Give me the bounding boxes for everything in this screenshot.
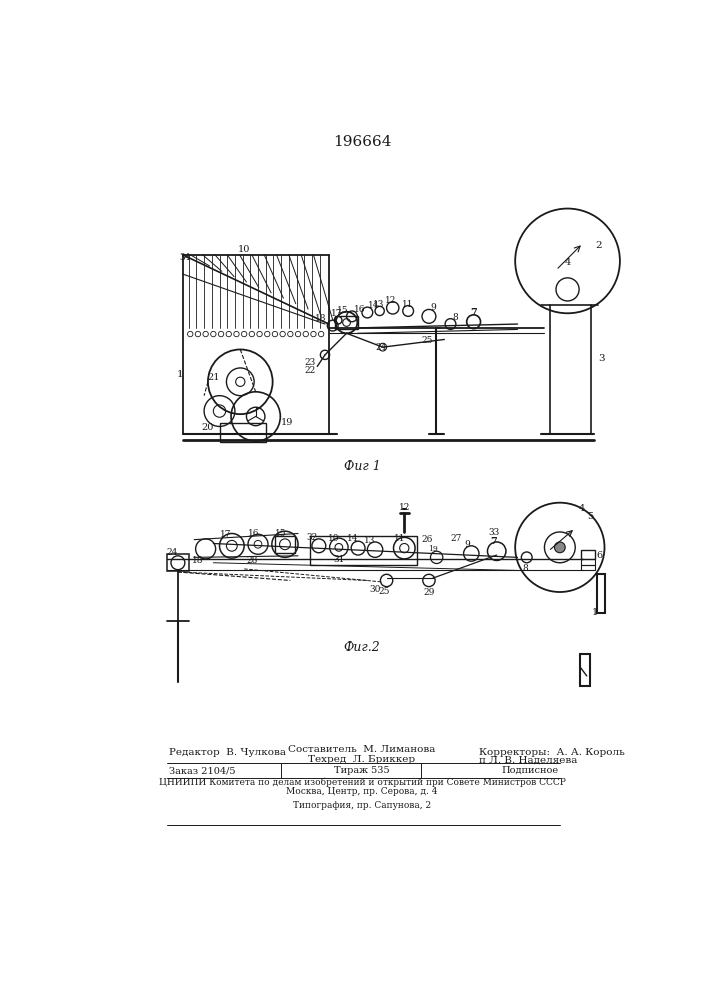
Text: 2: 2 (595, 241, 602, 250)
Text: 24: 24 (375, 343, 387, 352)
Text: 21: 21 (207, 373, 220, 382)
Text: 8: 8 (522, 564, 528, 573)
Text: Подписное: Подписное (501, 766, 559, 775)
Text: 24: 24 (167, 548, 178, 557)
Text: 12: 12 (385, 296, 396, 305)
Text: 11: 11 (402, 300, 413, 309)
Text: 13: 13 (373, 300, 385, 309)
Text: 34: 34 (180, 253, 191, 262)
Text: 25: 25 (421, 336, 433, 345)
Text: 5: 5 (587, 512, 593, 521)
Text: 31: 31 (333, 555, 344, 564)
Text: 17: 17 (331, 309, 342, 318)
Text: 23: 23 (305, 358, 316, 367)
Text: 1: 1 (592, 608, 598, 617)
Bar (167, 554, 189, 571)
Text: 19: 19 (428, 545, 438, 553)
Bar (310, 536, 417, 565)
Bar (581, 559, 595, 565)
Circle shape (554, 542, 565, 553)
Bar (581, 550, 595, 559)
Text: 16: 16 (354, 305, 365, 314)
Text: 18: 18 (192, 556, 204, 565)
Bar (597, 574, 604, 613)
Text: 9: 9 (431, 303, 436, 312)
Text: Фиг.2: Фиг.2 (344, 641, 380, 654)
Text: 22: 22 (305, 366, 316, 375)
Text: 4: 4 (579, 504, 585, 513)
Text: Корректоры:  А. А. Король: Корректоры: А. А. Король (479, 748, 625, 757)
Bar (275, 536, 295, 553)
Text: 1: 1 (176, 370, 183, 379)
Text: 20: 20 (201, 424, 214, 432)
Text: 7: 7 (490, 537, 497, 546)
Text: 29: 29 (423, 588, 435, 597)
Text: 28: 28 (246, 556, 257, 565)
Text: Москва, Центр, пр. Серова, д. 4: Москва, Центр, пр. Серова, д. 4 (286, 787, 438, 796)
Text: п Л. В. Наделяева: п Л. В. Наделяева (479, 756, 578, 765)
Text: 33: 33 (489, 528, 499, 537)
Text: 14: 14 (347, 534, 358, 543)
Text: 17: 17 (220, 530, 231, 539)
Text: 26: 26 (421, 535, 433, 544)
Text: 11: 11 (394, 534, 405, 543)
Text: 30: 30 (369, 585, 381, 594)
Text: 4: 4 (564, 258, 571, 267)
Text: 8: 8 (452, 313, 458, 322)
Text: 7: 7 (470, 308, 477, 317)
Text: 15: 15 (275, 529, 287, 538)
Bar (335, 316, 358, 329)
Text: 18: 18 (315, 314, 327, 323)
Text: 16: 16 (248, 529, 260, 538)
Text: 196664: 196664 (333, 135, 391, 149)
Text: Заказ 2104/5: Заказ 2104/5 (169, 766, 235, 775)
Bar (581, 565, 595, 570)
Text: Редактор  В. Чулкова: Редактор В. Чулкова (169, 748, 286, 757)
Text: 15: 15 (337, 306, 349, 315)
Text: 32: 32 (306, 533, 317, 542)
Text: 13: 13 (364, 536, 375, 545)
Text: Типография, пр. Сапунова, 2: Типография, пр. Сапунова, 2 (293, 801, 431, 810)
Text: ЦНИИПИ Комитета по делам изобретений и открытий при Совете Министров СССР: ЦНИИПИ Комитета по делам изобретений и о… (158, 777, 566, 787)
Bar (580, 654, 590, 686)
Text: 3: 3 (598, 354, 605, 363)
Text: 9: 9 (464, 540, 470, 549)
Text: Составитель  М. Лиманова: Составитель М. Лиманова (288, 745, 436, 754)
Text: 10: 10 (328, 534, 339, 543)
Text: Тираж 535: Тираж 535 (334, 766, 390, 775)
Text: 27: 27 (450, 534, 462, 543)
Text: 12: 12 (399, 503, 410, 512)
Text: 14: 14 (368, 301, 380, 310)
Text: Техред  Л. Бриккер: Техред Л. Бриккер (308, 755, 416, 764)
Text: 25: 25 (378, 587, 390, 596)
Text: 6: 6 (596, 551, 602, 560)
Text: Фиг 1: Фиг 1 (344, 460, 380, 473)
Text: 19: 19 (281, 418, 293, 427)
Bar (219, 423, 266, 442)
Text: 10: 10 (238, 245, 250, 254)
